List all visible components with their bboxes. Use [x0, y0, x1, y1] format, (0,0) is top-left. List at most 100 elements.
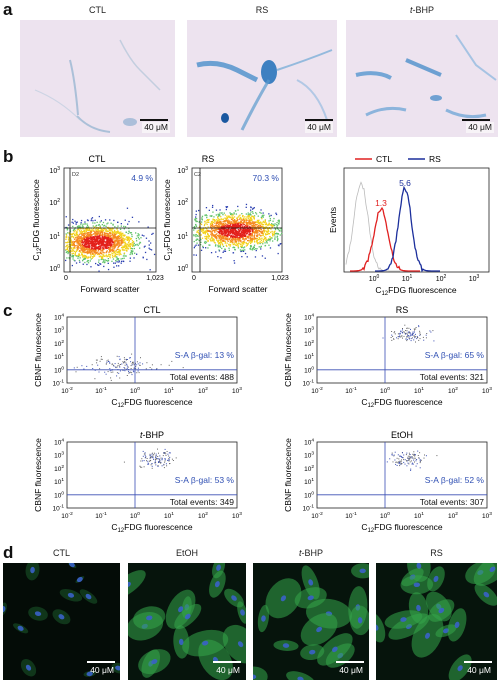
dot: [102, 236, 105, 238]
dot: [94, 226, 96, 228]
dot: [80, 247, 82, 249]
dot: [217, 225, 219, 227]
dot: [70, 241, 72, 243]
dot: [260, 248, 262, 250]
dot: [413, 459, 415, 461]
dot: [223, 236, 225, 238]
dot: [115, 236, 117, 238]
dot: [159, 460, 161, 462]
dot: [139, 362, 141, 364]
dot: [265, 223, 267, 225]
dot: [73, 233, 76, 236]
dot: [97, 364, 99, 366]
dot: [78, 230, 81, 232]
dot: [65, 259, 67, 262]
dot: [99, 247, 101, 249]
dot: [235, 225, 237, 227]
dot: [270, 214, 272, 217]
dot: [251, 216, 253, 218]
dot: [221, 223, 223, 225]
dot: [119, 249, 121, 252]
dot: [119, 358, 121, 360]
dot: [210, 222, 212, 224]
dot: [88, 248, 90, 250]
dot: [240, 224, 242, 226]
dot: [274, 228, 277, 231]
dot: [99, 230, 101, 232]
dot: [280, 243, 282, 245]
dot: [150, 242, 152, 244]
dot: [76, 255, 78, 257]
dot: [404, 324, 406, 326]
dot: [272, 234, 274, 237]
dot: [120, 258, 122, 260]
dot: [74, 241, 76, 243]
dot: [149, 269, 151, 271]
dot: [86, 246, 88, 248]
dot: [255, 230, 257, 232]
scale-label-d-ctl: 40 μM: [90, 665, 114, 675]
dot: [119, 253, 121, 255]
scale-bar-d-ctl: [87, 661, 115, 663]
dot: [419, 462, 421, 464]
dot: [225, 219, 227, 221]
dot: [98, 235, 100, 237]
dot: [232, 217, 234, 219]
dotplot-rs-ylabel: C12FDG fluorescence: [162, 179, 174, 261]
dot: [251, 211, 254, 213]
dot: [212, 240, 214, 242]
dot: [96, 253, 99, 256]
dot: [76, 221, 78, 223]
dot: [207, 233, 209, 235]
dot: [215, 244, 217, 246]
dot: [115, 237, 118, 240]
dot: [109, 249, 112, 251]
dot: [151, 455, 153, 457]
dot: [230, 230, 232, 232]
dot: [123, 253, 125, 255]
dot: [255, 226, 257, 228]
dot: [399, 465, 401, 467]
dot: [265, 222, 267, 224]
dot: [233, 222, 235, 224]
dot: [226, 226, 228, 228]
dot: [235, 239, 237, 241]
dot: [211, 232, 213, 234]
dot: [206, 223, 208, 226]
dot: [81, 253, 83, 255]
dot: [130, 368, 132, 369]
dot: [409, 458, 411, 460]
dot: [83, 236, 85, 238]
dot: [196, 238, 198, 240]
dot: [99, 232, 101, 234]
dot: [225, 218, 228, 221]
dot: [246, 230, 248, 232]
dot: [101, 257, 104, 259]
dot: [96, 229, 98, 232]
scale-label-d-tbhp: 40 μM: [339, 665, 363, 675]
dot: [144, 245, 146, 247]
dot: [265, 237, 267, 239]
dot: [209, 223, 212, 225]
dot: [118, 232, 120, 234]
dot: [265, 238, 267, 241]
dot: [100, 255, 102, 257]
dot: [239, 229, 241, 231]
dot: [101, 228, 103, 231]
dot: [402, 332, 404, 334]
dot: [93, 243, 95, 245]
dot: [222, 251, 224, 253]
dot: [91, 243, 93, 246]
flow-plot-xtick: 100: [130, 386, 140, 395]
dot: [100, 241, 103, 243]
dot: [206, 219, 208, 222]
dot: [405, 454, 407, 456]
dot: [111, 252, 113, 254]
dot: [246, 235, 249, 237]
dot: [149, 460, 151, 462]
dot: [167, 459, 169, 461]
dot: [66, 244, 69, 246]
dot: [235, 234, 237, 236]
dot: [228, 230, 230, 232]
dot: [415, 460, 417, 462]
